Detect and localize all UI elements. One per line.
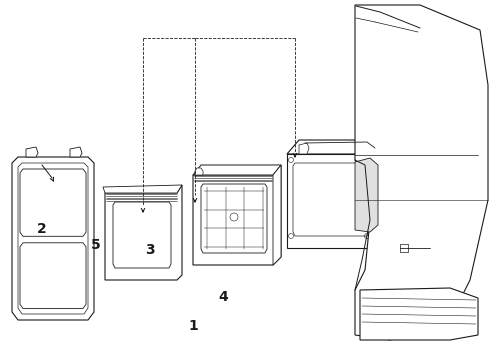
Polygon shape	[105, 185, 182, 280]
Polygon shape	[273, 165, 281, 265]
Polygon shape	[375, 140, 387, 248]
Text: 5: 5	[91, 238, 100, 252]
Polygon shape	[20, 243, 86, 309]
Polygon shape	[195, 168, 203, 175]
Polygon shape	[201, 184, 267, 253]
Polygon shape	[12, 157, 94, 320]
Text: 2: 2	[37, 222, 47, 235]
Polygon shape	[193, 165, 281, 265]
Polygon shape	[26, 147, 38, 157]
Polygon shape	[355, 5, 488, 340]
Polygon shape	[287, 154, 375, 248]
Text: 4: 4	[218, 290, 228, 304]
Polygon shape	[400, 244, 408, 252]
Polygon shape	[193, 165, 281, 175]
Polygon shape	[355, 158, 378, 232]
Polygon shape	[287, 140, 387, 154]
Polygon shape	[113, 202, 171, 268]
Polygon shape	[293, 163, 369, 236]
Polygon shape	[371, 143, 381, 150]
Text: 3: 3	[145, 243, 154, 257]
Text: 1: 1	[189, 319, 198, 333]
Polygon shape	[103, 185, 182, 193]
Polygon shape	[360, 288, 478, 340]
Polygon shape	[299, 143, 309, 154]
Polygon shape	[18, 163, 88, 314]
Polygon shape	[357, 143, 367, 154]
Polygon shape	[70, 147, 82, 157]
Polygon shape	[20, 169, 86, 236]
